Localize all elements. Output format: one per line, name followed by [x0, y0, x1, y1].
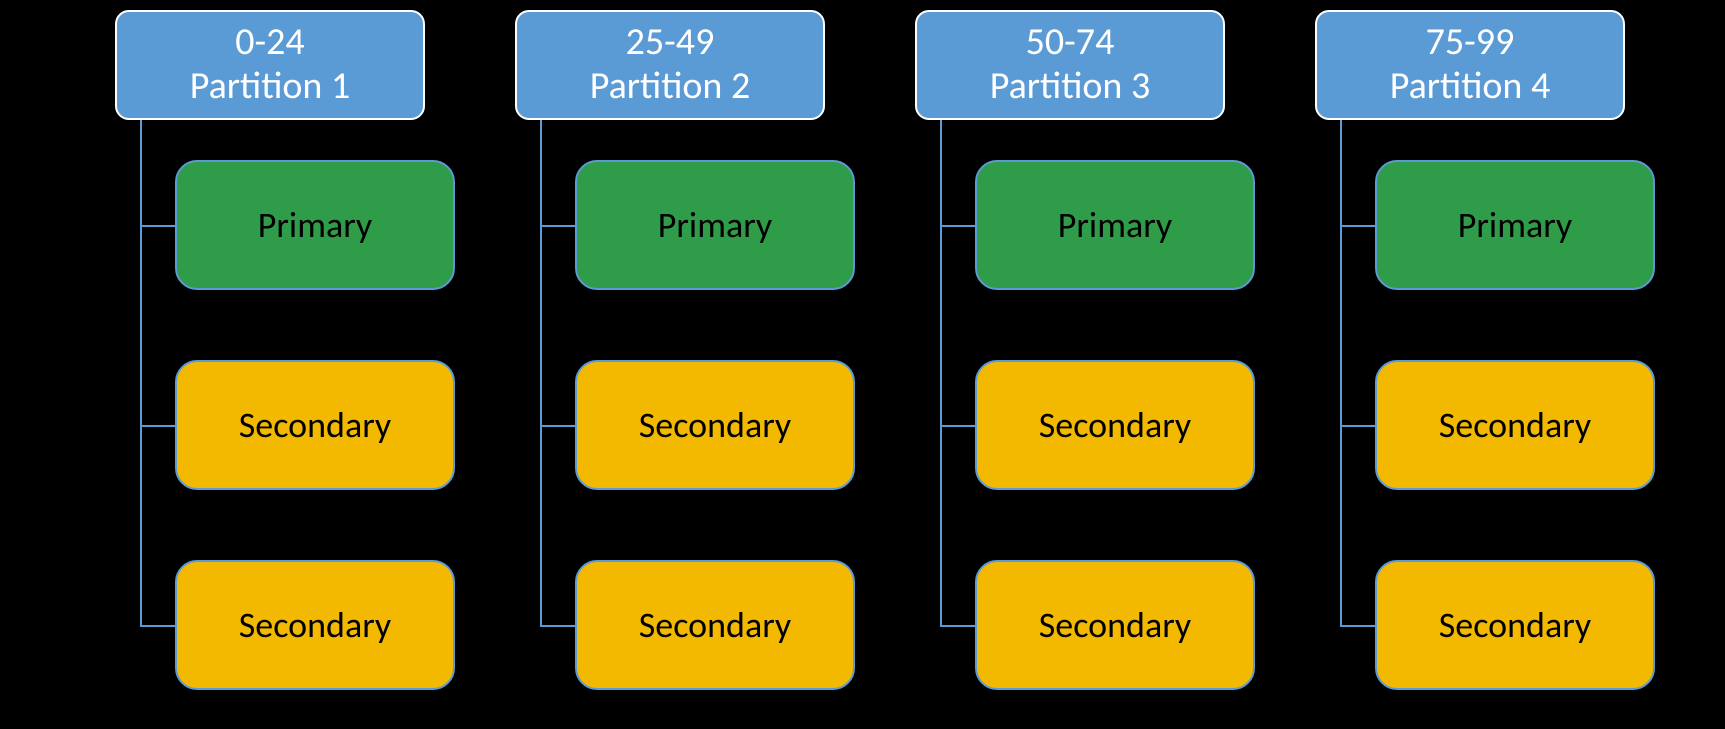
replica-label: Secondary	[639, 403, 791, 447]
tree-branch-line	[540, 225, 575, 227]
replica-label: Secondary	[1039, 603, 1191, 647]
replica-box-secondary: Secondary	[575, 360, 855, 490]
replica-box-secondary: Secondary	[975, 560, 1255, 690]
replica-box-secondary: Secondary	[1375, 360, 1655, 490]
replica-box-primary: Primary	[175, 160, 455, 290]
partition-range-label: 25-49	[626, 21, 715, 65]
tree-branch-line	[1340, 625, 1375, 627]
replica-box-primary: Primary	[975, 160, 1255, 290]
tree-branch-line	[540, 625, 575, 627]
tree-branch-line	[540, 425, 575, 427]
partition-name-label: Partition 4	[1390, 65, 1550, 109]
replica-label: Secondary	[239, 403, 391, 447]
replica-label: Secondary	[1439, 403, 1591, 447]
diagram-stage: 0-24 Partition 1 Primary Secondary Secon…	[0, 0, 1725, 729]
partition-header: 75-99 Partition 4	[1315, 10, 1625, 120]
replica-box-primary: Primary	[575, 160, 855, 290]
replica-label: Secondary	[1039, 403, 1191, 447]
tree-branch-line	[940, 625, 975, 627]
replica-label: Secondary	[1439, 603, 1591, 647]
partition-column: 0-24 Partition 1 Primary Secondary Secon…	[115, 0, 425, 729]
tree-trunk-line	[1340, 120, 1342, 625]
tree-branch-line	[140, 225, 175, 227]
tree-branch-line	[140, 425, 175, 427]
replica-box-secondary: Secondary	[575, 560, 855, 690]
tree-branch-line	[140, 625, 175, 627]
partition-range-label: 75-99	[1426, 21, 1515, 65]
replica-box-secondary: Secondary	[175, 560, 455, 690]
tree-branch-line	[1340, 425, 1375, 427]
partition-column: 50-74 Partition 3 Primary Secondary Seco…	[915, 0, 1225, 729]
tree-trunk-line	[540, 120, 542, 625]
partition-header: 0-24 Partition 1	[115, 10, 425, 120]
tree-branch-line	[1340, 225, 1375, 227]
partition-range-label: 0-24	[235, 21, 304, 65]
replica-label: Primary	[1058, 203, 1172, 247]
replica-box-secondary: Secondary	[975, 360, 1255, 490]
partition-column: 25-49 Partition 2 Primary Secondary Seco…	[515, 0, 825, 729]
partition-name-label: Partition 2	[590, 65, 750, 109]
replica-label: Primary	[658, 203, 772, 247]
replica-box-primary: Primary	[1375, 160, 1655, 290]
replica-box-secondary: Secondary	[175, 360, 455, 490]
tree-branch-line	[940, 425, 975, 427]
partition-header: 25-49 Partition 2	[515, 10, 825, 120]
partition-column: 75-99 Partition 4 Primary Secondary Seco…	[1315, 0, 1625, 729]
replica-label: Primary	[258, 203, 372, 247]
partition-range-label: 50-74	[1026, 21, 1115, 65]
tree-trunk-line	[140, 120, 142, 625]
tree-branch-line	[940, 225, 975, 227]
tree-trunk-line	[940, 120, 942, 625]
partition-header: 50-74 Partition 3	[915, 10, 1225, 120]
replica-label: Secondary	[639, 603, 791, 647]
replica-box-secondary: Secondary	[1375, 560, 1655, 690]
replica-label: Primary	[1458, 203, 1572, 247]
replica-label: Secondary	[239, 603, 391, 647]
partition-name-label: Partition 1	[190, 65, 350, 109]
partition-name-label: Partition 3	[990, 65, 1150, 109]
